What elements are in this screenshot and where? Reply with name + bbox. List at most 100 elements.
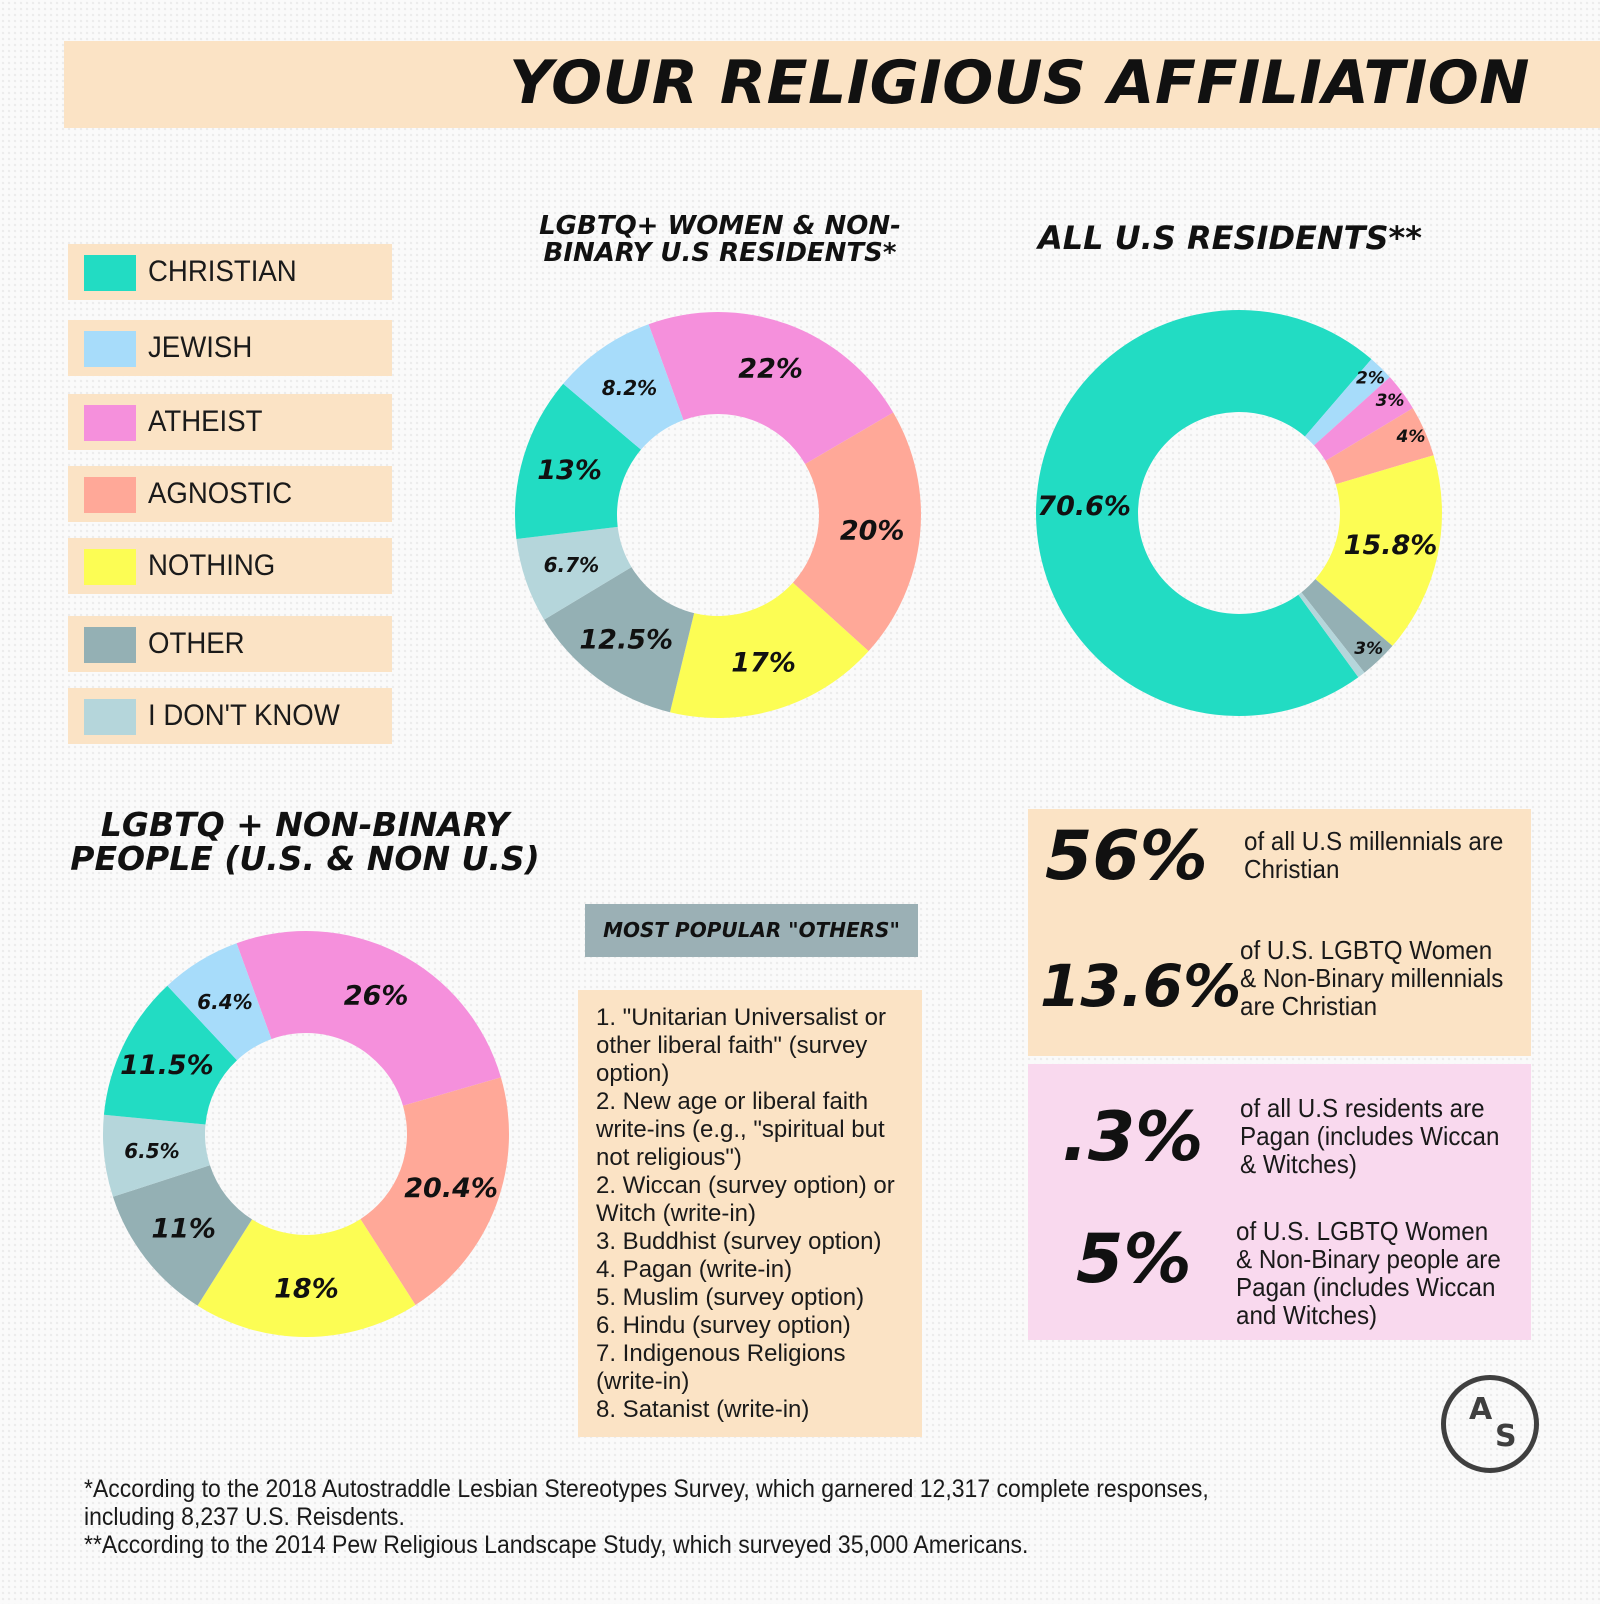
legend-swatch (84, 477, 136, 513)
legend-item-jewish: JEWISH (68, 320, 392, 376)
donut-slice-jewish (563, 324, 684, 450)
legend-item-atheist: ATHEIST (68, 394, 392, 450)
legend-item-agnostic: AGNOSTIC (68, 466, 392, 522)
legend-label: JEWISH (148, 331, 253, 364)
footnotes: *According to the 2018 Autostraddle Lesb… (84, 1475, 1280, 1559)
slice-label: 22% (738, 354, 803, 385)
chart-title-line: LGBTQ + NON-BINARY (100, 805, 510, 844)
donut-chart-lgbtq-us: 22% 20% 17% 12.5% 6.7% 13% 8.2% (515, 312, 921, 718)
slice-label: 18% (274, 1273, 339, 1304)
slice-label: 8.2% (602, 376, 657, 400)
slice-label: 15.8% (1344, 530, 1438, 561)
chart-title-line: LGBTQ+ WOMEN & NON- (539, 211, 901, 241)
slice-label: 26% (344, 980, 409, 1011)
legend-swatch (84, 549, 136, 585)
legend-label: I DON'T KNOW (148, 699, 340, 732)
stat-text: of all U.S residents are Pagan (includes… (1240, 1093, 1500, 1179)
others-list: 1. "Unitarian Universalist or other libe… (578, 990, 922, 1424)
donut-slice-atheist (1314, 377, 1413, 461)
donut-slice-jewish (167, 943, 272, 1061)
stat-value: .3% (1062, 1098, 1204, 1177)
donut-slice-nothing (197, 1219, 416, 1337)
legend-label: AGNOSTIC (148, 477, 293, 510)
slice-label: 20.4% (404, 1173, 498, 1204)
donut-slice-nothing (1315, 455, 1442, 646)
slice-label: 11% (151, 1214, 216, 1245)
autostraddle-logo: A S (1441, 1375, 1539, 1473)
title-banner: YOUR RELIGIOUS AFFILIATION (64, 41, 1600, 128)
logo-letter-s: S (1495, 1419, 1517, 1454)
stat-text: of U.S. LGBTQ Women & Non-Binary millenn… (1240, 935, 1504, 1021)
list-item: 8. Satanist (write-in) (596, 1396, 810, 1423)
legend-swatch (84, 627, 136, 663)
chart-title-all-us: ALL U.S RESIDENTS** (1010, 222, 1450, 255)
others-list-panel: 1. "Unitarian Universalist or other libe… (578, 990, 922, 1437)
legend-swatch (84, 405, 136, 441)
others-heading: MOST POPULAR "OTHERS" (585, 904, 918, 957)
donut-slice-atheist (236, 931, 501, 1106)
donut-slice-atheist (648, 312, 894, 465)
donut-chart-all-us: 70.6%2%3%4%15.8%3% (1036, 309, 1442, 716)
donut-slice-jewish (1304, 359, 1390, 446)
list-item: 2. Wiccan (survey option) or Witch (writ… (596, 1172, 895, 1227)
stat-value: 56% (1045, 817, 1208, 896)
slice-label: 17% (731, 648, 796, 679)
legend-item-other: OTHER (68, 616, 392, 672)
legend-swatch (84, 331, 136, 367)
legend-swatch (84, 255, 136, 291)
stat-text: of U.S. LGBTQ Women & Non-Binary people … (1236, 1216, 1501, 1330)
list-item: 5. Muslim (survey option) (596, 1284, 865, 1311)
footnote: *According to the 2018 Autostraddle Lesb… (84, 1475, 1209, 1531)
donut-slice-other (1301, 579, 1393, 673)
donut-slice-nothing (669, 582, 869, 718)
stats-panel-pagan: .3% of all U.S residents are Pagan (incl… (1028, 1064, 1531, 1340)
stat-value: 13.6% (1040, 952, 1242, 1020)
stats-panel-christian: 56% of all U.S millennials are Christian… (1028, 809, 1531, 1056)
stat-value: 5% (1076, 1220, 1192, 1299)
donut-chart-lgbtq-global: 26% 20.4% 18% 11% 6.5% 11.5% 6.4% (103, 931, 509, 1337)
legend-label: CHRISTIAN (148, 255, 297, 288)
donut-slice-agnostic (792, 412, 921, 652)
page-title: YOUR RELIGIOUS AFFILIATION (509, 48, 1530, 118)
donut-slice-i-don-t-know (516, 526, 632, 620)
donut-slice-i-don-t-know (1298, 592, 1365, 678)
chart-title-lgbtq-global: LGBTQ + NON-BINARY PEOPLE (U.S. & NON U.… (60, 808, 550, 875)
list-item: 2. New age or liberal faith write-ins (e… (596, 1088, 885, 1171)
slice-label: 20% (840, 515, 905, 546)
slice-label: 3% (1376, 391, 1405, 411)
legend-item-dont-know: I DON'T KNOW (68, 688, 392, 744)
slice-label: 6.4% (197, 990, 252, 1014)
donut-slice-christian (103, 985, 238, 1125)
slice-label: 4% (1396, 427, 1426, 447)
footnote: **According to the 2014 Pew Religious La… (84, 1531, 1029, 1559)
chart-title-line: PEOPLE (U.S. & NON U.S) (70, 838, 540, 878)
slice-label: 70.6% (1037, 491, 1131, 522)
stat-text: of all U.S millennials are Christian (1244, 826, 1504, 884)
legend-item-nothing: NOTHING (68, 538, 392, 594)
list-item: 7. Indigenous Religions (write-in) (596, 1340, 846, 1395)
slice-label: 6.7% (544, 553, 599, 577)
logo-letter-a: A (1469, 1392, 1493, 1427)
list-item: 4. Pagan (write-in) (596, 1256, 793, 1283)
donut-slice-christian (1036, 309, 1372, 716)
slice-label: 12.5% (579, 624, 673, 655)
slice-label: 6.5% (124, 1139, 179, 1163)
donut-slice-i-don-t-know (103, 1114, 210, 1197)
list-item: 6. Hindu (survey option) (596, 1312, 851, 1339)
chart-title-lgbtq-us: LGBTQ+ WOMEN & NON- BINARY U.S RESIDENTS… (500, 213, 940, 266)
legend-label: NOTHING (148, 549, 276, 582)
legend-item-christian: CHRISTIAN (68, 244, 392, 300)
donut-slice-other (544, 567, 695, 713)
legend-swatch (84, 699, 136, 735)
donut-slice-agnostic (1325, 408, 1434, 485)
legend-label: OTHER (148, 627, 245, 660)
donut-slice-christian (515, 383, 641, 539)
slice-label: 11.5% (120, 1050, 214, 1081)
donut-slice-agnostic (360, 1077, 509, 1305)
legend-label: ATHEIST (148, 405, 263, 438)
chart-title-line: BINARY U.S RESIDENTS* (543, 237, 897, 268)
slice-label: 13% (537, 455, 602, 486)
donut-slice-other (112, 1165, 253, 1306)
chart-title-line: ALL U.S RESIDENTS** (1037, 219, 1422, 257)
slice-label: 3% (1354, 639, 1383, 659)
